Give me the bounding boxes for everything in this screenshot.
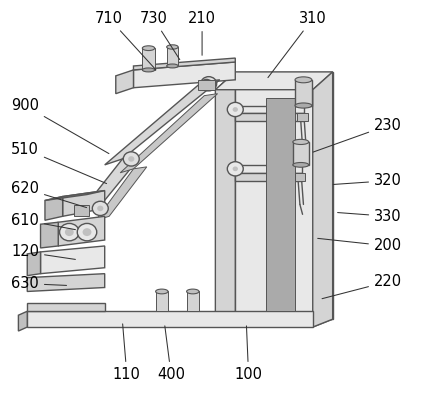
Text: 620: 620 (11, 181, 87, 208)
Polygon shape (235, 165, 301, 173)
Bar (186, 291, 199, 311)
Polygon shape (105, 80, 220, 165)
Polygon shape (58, 216, 105, 246)
Ellipse shape (295, 103, 312, 108)
Polygon shape (215, 319, 333, 327)
Polygon shape (235, 72, 333, 319)
Circle shape (233, 166, 238, 171)
Circle shape (97, 206, 103, 211)
Polygon shape (295, 173, 305, 181)
Text: 330: 330 (337, 209, 402, 224)
Polygon shape (18, 311, 27, 331)
Text: 610: 610 (11, 213, 75, 229)
Ellipse shape (143, 46, 155, 50)
Polygon shape (134, 62, 235, 88)
Ellipse shape (293, 139, 309, 145)
Text: 710: 710 (95, 11, 156, 70)
Circle shape (65, 228, 74, 236)
Bar (266, 98, 295, 311)
Text: 900: 900 (11, 98, 109, 154)
Polygon shape (27, 303, 105, 311)
Text: 730: 730 (139, 11, 180, 60)
Bar (166, 47, 178, 66)
Text: 400: 400 (157, 326, 185, 382)
Polygon shape (45, 197, 63, 220)
Bar (143, 48, 155, 70)
Polygon shape (27, 252, 40, 276)
Circle shape (59, 224, 79, 241)
Text: 230: 230 (313, 118, 402, 152)
Polygon shape (235, 173, 301, 181)
Circle shape (128, 156, 135, 162)
Bar (74, 205, 89, 216)
Polygon shape (134, 58, 235, 70)
Circle shape (206, 81, 212, 87)
Polygon shape (27, 274, 105, 291)
Polygon shape (235, 106, 304, 114)
Polygon shape (27, 311, 313, 327)
Ellipse shape (155, 289, 168, 294)
Polygon shape (297, 114, 308, 121)
Polygon shape (120, 94, 218, 173)
Circle shape (204, 83, 209, 87)
Bar (198, 80, 215, 90)
Text: 100: 100 (234, 326, 262, 382)
Polygon shape (45, 191, 105, 200)
Polygon shape (80, 157, 140, 212)
Polygon shape (313, 72, 333, 327)
Circle shape (83, 228, 91, 236)
Text: 110: 110 (113, 324, 141, 382)
Text: 220: 220 (322, 274, 402, 299)
Polygon shape (235, 114, 304, 121)
Polygon shape (96, 167, 147, 220)
Circle shape (92, 201, 108, 216)
Bar (293, 142, 309, 165)
Circle shape (233, 107, 238, 112)
Ellipse shape (186, 289, 199, 294)
Polygon shape (40, 222, 58, 248)
Polygon shape (40, 246, 105, 274)
Ellipse shape (166, 45, 178, 49)
Text: 120: 120 (11, 245, 75, 259)
Text: 320: 320 (333, 173, 402, 188)
Circle shape (227, 102, 243, 117)
Circle shape (227, 162, 243, 176)
Text: 310: 310 (268, 11, 327, 77)
Circle shape (123, 152, 139, 166)
Polygon shape (116, 70, 134, 94)
Text: 510: 510 (11, 142, 107, 183)
Polygon shape (63, 191, 105, 216)
Ellipse shape (166, 64, 178, 68)
Text: 630: 630 (11, 276, 67, 291)
Text: 210: 210 (188, 11, 216, 55)
Circle shape (200, 79, 213, 91)
Text: 200: 200 (318, 238, 402, 253)
Polygon shape (215, 72, 235, 327)
Ellipse shape (143, 68, 155, 72)
Ellipse shape (293, 162, 309, 167)
Ellipse shape (295, 77, 312, 83)
Bar (155, 291, 168, 311)
Bar (295, 80, 312, 106)
Circle shape (201, 77, 217, 91)
Polygon shape (215, 72, 333, 90)
Circle shape (77, 224, 97, 241)
